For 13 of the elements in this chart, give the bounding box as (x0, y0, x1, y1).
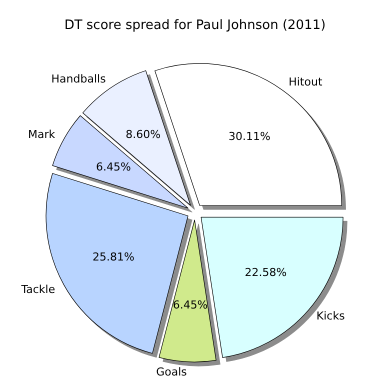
slice-label: Tackle (20, 283, 56, 296)
data-label: 6.45% (172, 298, 208, 312)
data-label: 25.81% (92, 250, 134, 264)
data-label: 22.58% (244, 266, 287, 280)
slice-label: Goals (156, 365, 188, 378)
slice-label: Kicks (316, 310, 346, 323)
slice-label: Handballs (51, 72, 106, 86)
chart-title: DT score spread for Paul Johnson (2011) (64, 18, 326, 33)
data-label: 30.11% (228, 130, 270, 143)
data-label: 6.45% (96, 160, 131, 174)
slice-label: Hitout (288, 76, 323, 89)
data-label: 8.60% (126, 128, 161, 142)
slice-label: Mark (28, 128, 56, 141)
